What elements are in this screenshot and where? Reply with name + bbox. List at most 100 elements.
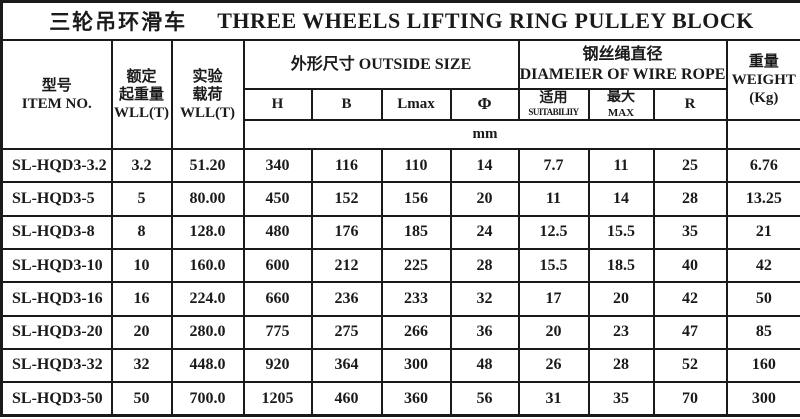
cell-r: 35 bbox=[652, 214, 728, 251]
cell-test-load: 700.0 bbox=[170, 381, 245, 417]
cell-phi: 14 bbox=[449, 148, 520, 184]
cell-weight: 13.25 bbox=[725, 181, 800, 217]
cell-lmax: 266 bbox=[380, 314, 452, 350]
cell-suitable: 20 bbox=[517, 314, 590, 350]
cell-weight: 50 bbox=[725, 281, 800, 317]
title-english: THREE WHEELS LIFTING RING PULLEY BLOCK bbox=[217, 8, 754, 34]
cell-phi: 20 bbox=[449, 181, 520, 217]
cell-phi: 32 bbox=[449, 281, 520, 317]
cell-h: 920 bbox=[242, 347, 313, 384]
item-no-cell: SL-HQD3-20 bbox=[0, 314, 113, 350]
cell-r: 52 bbox=[652, 347, 728, 384]
cell-wll: 32 bbox=[110, 347, 173, 384]
cell-weight: 6.76 bbox=[725, 148, 800, 184]
item-no-cell: SL-HQD3-3.2 bbox=[0, 148, 113, 184]
cell-test-load: 160.0 bbox=[170, 247, 245, 284]
item-no-cell: SL-HQD3-8 bbox=[0, 214, 113, 251]
cell-wll: 5 bbox=[110, 181, 173, 217]
cell-lmax: 156 bbox=[380, 181, 452, 217]
cell-max: 11 bbox=[587, 148, 655, 184]
weight-cn: 重量 bbox=[748, 54, 779, 71]
col-header-lmax: Lmax bbox=[380, 87, 452, 121]
cell-weight: 42 bbox=[725, 247, 800, 284]
cell-suitable: 26 bbox=[517, 347, 590, 384]
cell-h: 1205 bbox=[242, 381, 313, 417]
cell-b: 116 bbox=[310, 148, 383, 184]
col-header-b: B bbox=[310, 87, 383, 121]
test-load-en: WLL(T) bbox=[179, 104, 235, 121]
max-en: MAX bbox=[607, 106, 635, 119]
cell-suitable: 31 bbox=[517, 381, 590, 417]
cell-test-load: 448.0 bbox=[170, 347, 245, 384]
cell-test-load: 51.20 bbox=[170, 148, 245, 184]
col-header-r: R bbox=[652, 87, 728, 121]
cell-test-load: 128.0 bbox=[170, 214, 245, 251]
rated-load-cn2: 起重量 bbox=[118, 86, 164, 103]
table-row: SL-HQD3-10 10 160.0 600 212 225 28 15.5 … bbox=[0, 247, 800, 284]
cell-lmax: 233 bbox=[380, 281, 452, 317]
suitable-cn: 适用 bbox=[539, 90, 568, 106]
title-row: 三轮吊环滑车 THREE WHEELS LIFTING RING PULLEY … bbox=[0, 0, 800, 42]
max-cn: 最大 bbox=[607, 89, 635, 105]
cell-weight: 21 bbox=[725, 214, 800, 251]
cell-h: 480 bbox=[242, 214, 313, 251]
item-no-cell: SL-HQD3-10 bbox=[0, 247, 113, 284]
cell-test-load: 280.0 bbox=[170, 314, 245, 350]
cell-r: 47 bbox=[652, 314, 728, 350]
cell-r: 28 bbox=[652, 181, 728, 217]
cell-lmax: 225 bbox=[380, 247, 452, 284]
cell-phi: 56 bbox=[449, 381, 520, 417]
cell-max: 14 bbox=[587, 181, 655, 217]
cell-suitable: 15.5 bbox=[517, 247, 590, 284]
outside-size-cn: 外形尺寸 bbox=[290, 55, 355, 73]
item-no-label-cn: 型号 bbox=[41, 77, 72, 94]
cell-max: 18.5 bbox=[587, 247, 655, 284]
cell-h: 775 bbox=[242, 314, 313, 350]
col-header-test-load: 实验 载荷 WLL(T) bbox=[170, 39, 245, 151]
cell-r: 40 bbox=[652, 247, 728, 284]
table-row: SL-HQD3-8 8 128.0 480 176 185 24 12.5 15… bbox=[0, 214, 800, 251]
weight-unit: (Kg) bbox=[749, 90, 779, 107]
unit-mm-cell: mm bbox=[242, 118, 728, 151]
test-load-cn1: 实验 bbox=[192, 68, 223, 85]
table-row: SL-HQD3-50 50 700.0 1205 460 360 56 31 3… bbox=[0, 381, 800, 417]
cell-test-load: 80.00 bbox=[170, 181, 245, 217]
item-no-cell: SL-HQD3-50 bbox=[0, 381, 113, 417]
cell-lmax: 185 bbox=[380, 214, 452, 251]
col-header-weight: 重量 WEIGHT (Kg) bbox=[725, 39, 800, 121]
cell-lmax: 110 bbox=[380, 148, 452, 184]
col-header-rated-load: 额定 起重量 WLL(T) bbox=[110, 39, 173, 151]
item-no-label-en: ITEM NO. bbox=[21, 95, 92, 112]
cell-h: 660 bbox=[242, 281, 313, 317]
cell-b: 152 bbox=[310, 181, 383, 217]
cell-max: 20 bbox=[587, 281, 655, 317]
group-header-outside-size: 外形尺寸 OUTSIDE SIZE bbox=[242, 39, 520, 90]
title-chinese: 三轮吊环滑车 bbox=[49, 10, 188, 35]
col-header-max: 最大 MAX bbox=[587, 87, 655, 121]
table-title: 三轮吊环滑车 THREE WHEELS LIFTING RING PULLEY … bbox=[0, 0, 800, 42]
cell-max: 28 bbox=[587, 347, 655, 384]
cell-b: 364 bbox=[310, 347, 383, 384]
cell-wll: 10 bbox=[110, 247, 173, 284]
suitable-en: SUITABILIIY bbox=[528, 106, 579, 117]
header-row-sub: H B Lmax Φ 适用 SUITABILIIY 最大 MAX R bbox=[2, 87, 800, 121]
cell-b: 236 bbox=[310, 281, 383, 317]
item-no-cell: SL-HQD3-16 bbox=[0, 281, 113, 317]
weight-en: WEIGHT bbox=[731, 72, 796, 89]
cell-max: 35 bbox=[587, 381, 655, 417]
cell-phi: 36 bbox=[449, 314, 520, 350]
item-no-cell: SL-HQD3-5 bbox=[0, 181, 113, 217]
table-row: SL-HQD3-32 32 448.0 920 364 300 48 26 28… bbox=[0, 347, 800, 384]
cell-h: 450 bbox=[242, 181, 313, 217]
cell-b: 176 bbox=[310, 214, 383, 251]
cell-max: 15.5 bbox=[587, 214, 655, 251]
col-header-phi: Φ bbox=[449, 87, 520, 121]
rated-load-en: WLL(T) bbox=[113, 104, 169, 121]
cell-wll: 8 bbox=[110, 214, 173, 251]
cell-phi: 48 bbox=[449, 347, 520, 384]
col-header-h: H bbox=[242, 87, 313, 121]
cell-weight: 160 bbox=[725, 347, 800, 384]
col-header-suitable: 适用 SUITABILIIY bbox=[517, 87, 590, 121]
cell-lmax: 300 bbox=[380, 347, 452, 384]
item-no-cell: SL-HQD3-32 bbox=[0, 347, 113, 384]
